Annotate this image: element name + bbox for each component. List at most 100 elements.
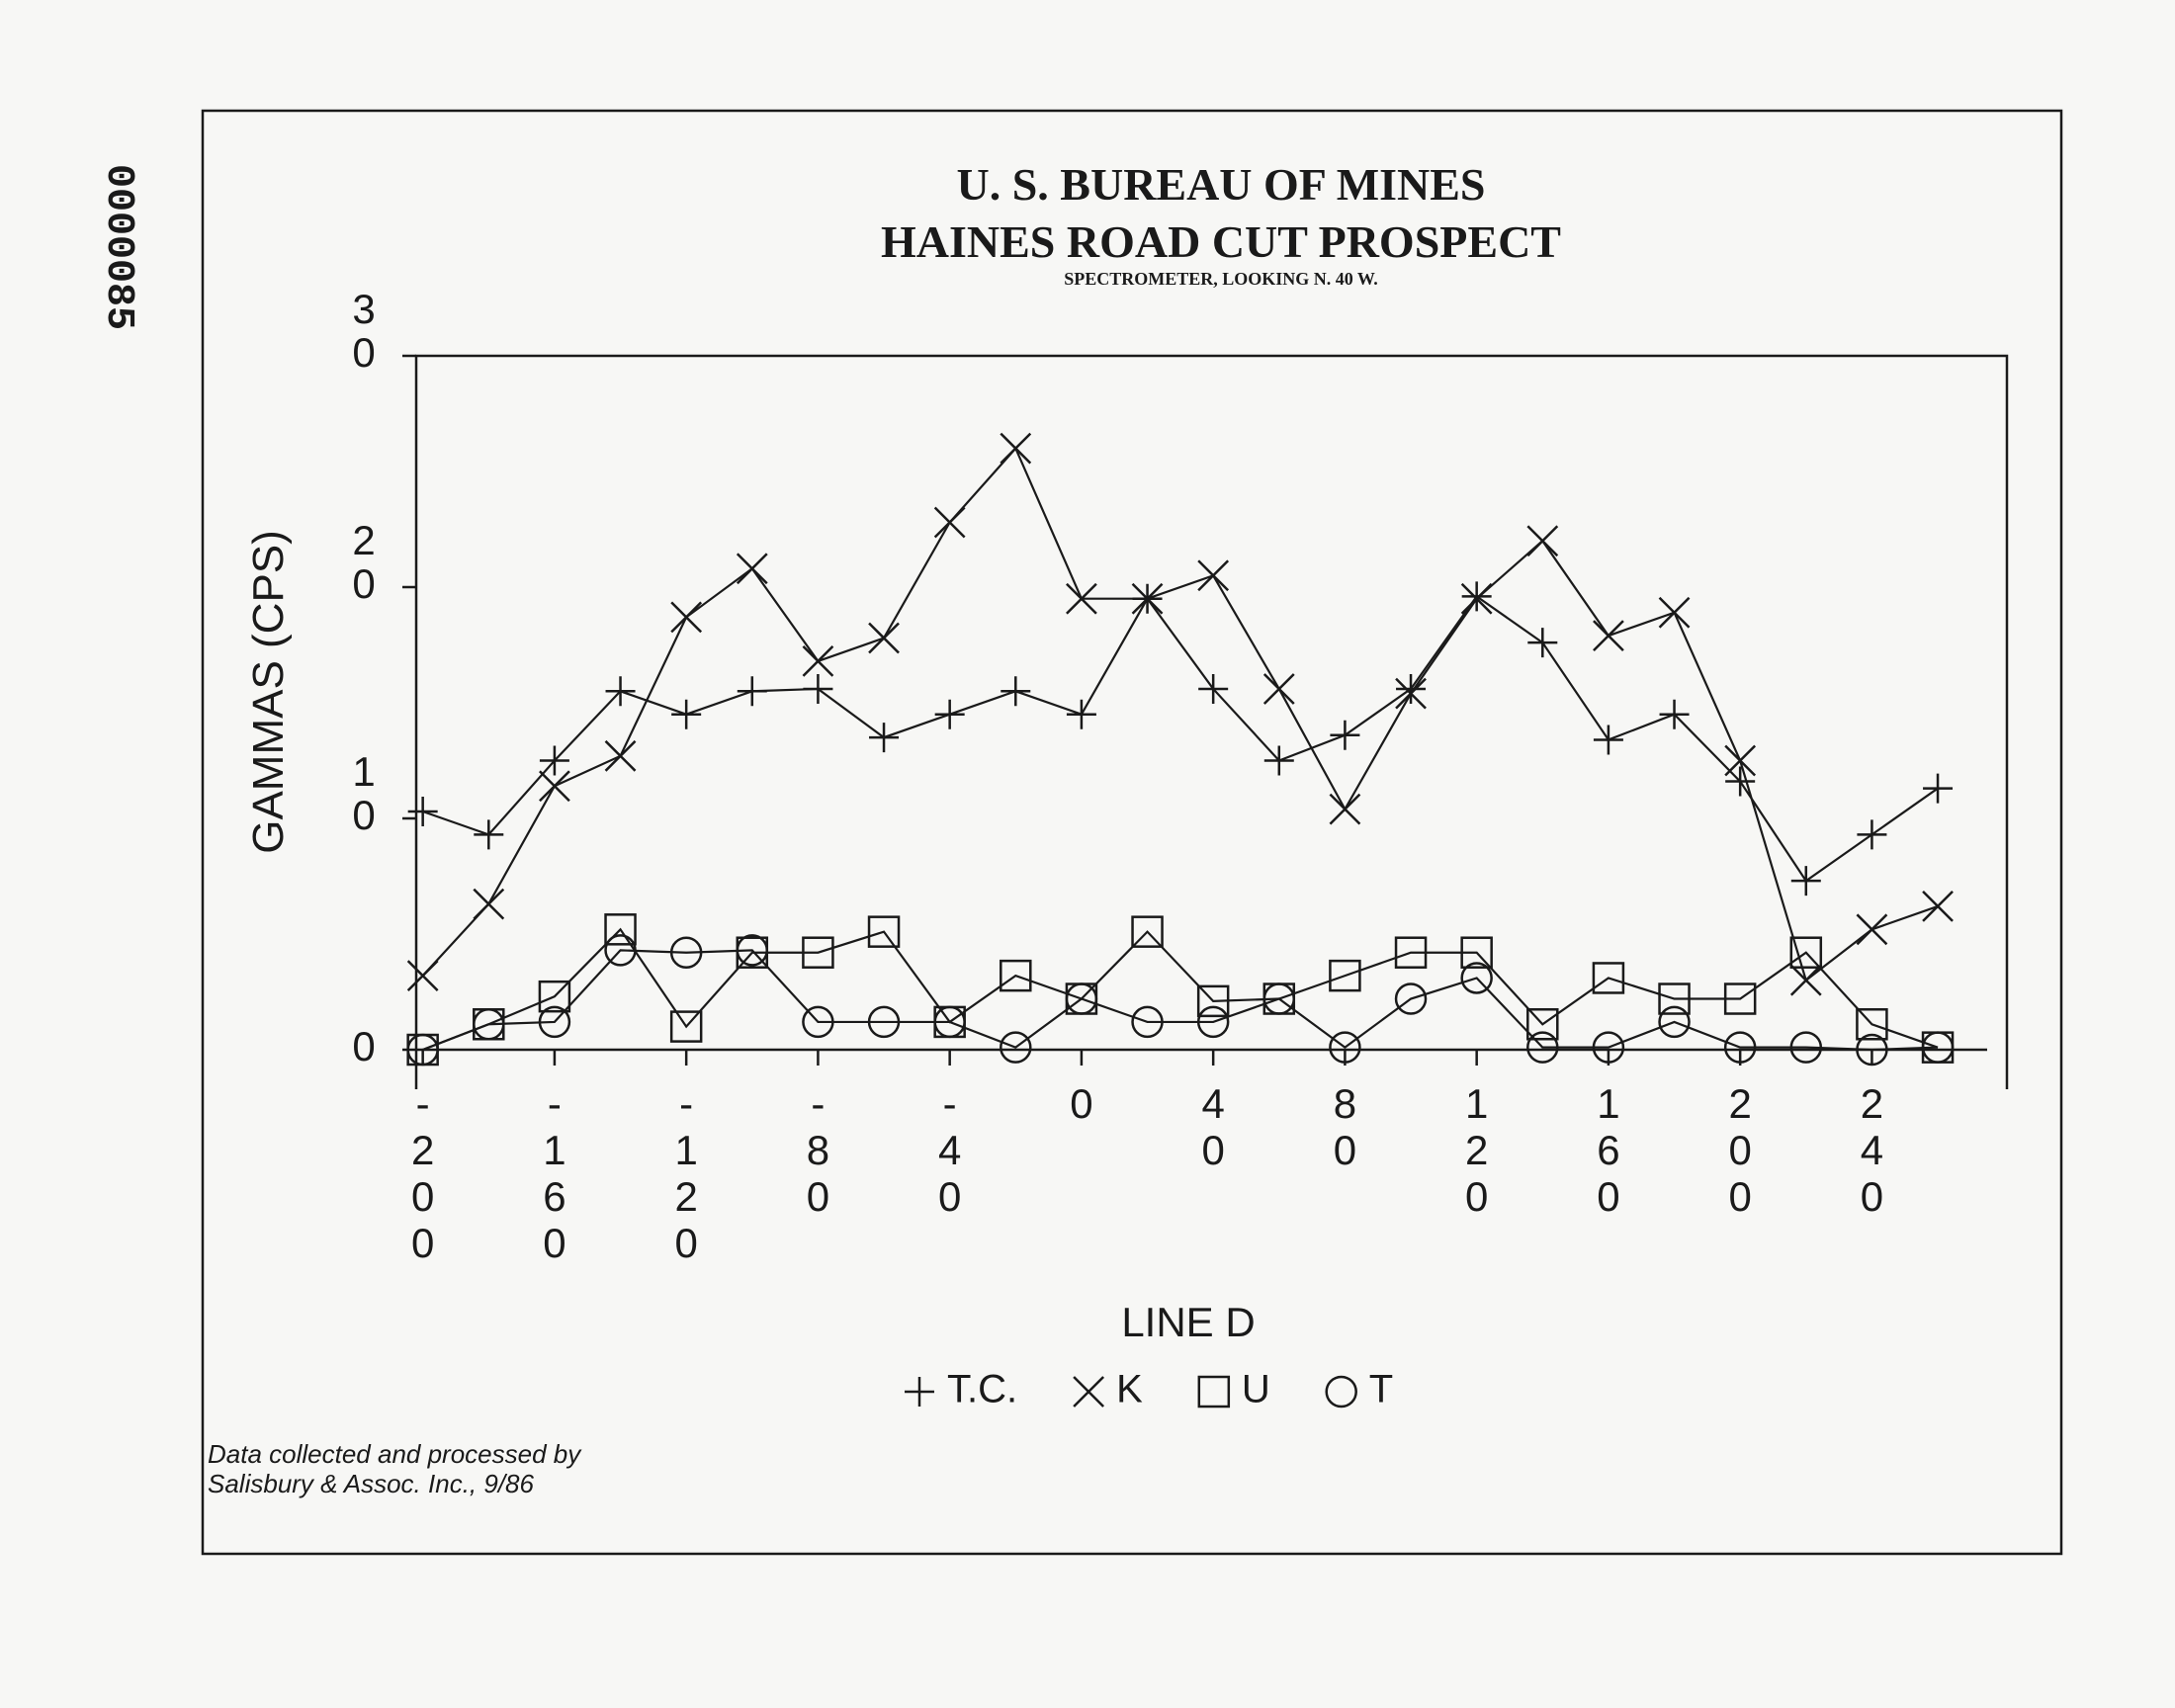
outer-frame [201, 109, 2063, 1556]
marker-x [802, 644, 834, 677]
note-line: Salisbury & Assoc. Inc., 9/86 [208, 1469, 535, 1498]
marker-plus [869, 723, 900, 753]
marker-x [406, 960, 439, 992]
y-axis-label: GAMMAS (CPS) [244, 530, 293, 854]
marker-circle [1592, 1031, 1625, 1064]
marker-square [802, 936, 834, 969]
marker-x [1789, 964, 1822, 996]
x-tick-label: 0 [1070, 1080, 1092, 1127]
marker-x [670, 601, 703, 634]
marker-plus [1527, 628, 1558, 658]
marker-circle [473, 1008, 505, 1041]
y-tick-label: 0 [352, 1023, 375, 1069]
x-tick-label: -2 0 0 [411, 1080, 434, 1266]
marker-circle [1131, 1005, 1164, 1039]
marker-circle [669, 936, 703, 969]
legend-label: T [1369, 1368, 1393, 1411]
marker-circle [1723, 1031, 1757, 1064]
marker-plus [1461, 581, 1492, 612]
marker-plus [671, 699, 702, 729]
marker-x [1724, 744, 1757, 777]
marker-square [1460, 936, 1493, 969]
marker-x [539, 770, 570, 803]
marker-x [473, 888, 505, 920]
marker-square [538, 980, 571, 1013]
x-tick-label: -1 2 0 [674, 1080, 697, 1266]
marker-circle [1394, 982, 1428, 1015]
marker-x [1526, 525, 1559, 557]
marker-circle [1526, 1031, 1559, 1064]
legend-marker [1073, 1376, 1105, 1408]
legend-label: T.C. [947, 1368, 1017, 1411]
marker-plus [1000, 676, 1031, 707]
x-axis-label: LINE D [1121, 1299, 1255, 1345]
page-stamp: 0000085 [96, 164, 140, 330]
marker-circle [1000, 1031, 1032, 1064]
marker-circle [867, 1005, 901, 1039]
marker-plus [1790, 866, 1821, 897]
legend-marker [1197, 1375, 1231, 1409]
marker-x [1262, 673, 1295, 705]
marker-x [1197, 559, 1230, 592]
legend-marker [905, 1377, 934, 1407]
marker-circle [1856, 1033, 1888, 1067]
marker-plus [1923, 773, 1954, 804]
legend-label: K [1116, 1368, 1143, 1411]
marker-square [1329, 959, 1361, 992]
marker-plus [1066, 699, 1096, 729]
marker-square [1723, 982, 1757, 1015]
marker-x [736, 553, 768, 585]
marker-plus [1659, 699, 1690, 729]
marker-square [1789, 936, 1823, 969]
marker-square [1394, 936, 1428, 969]
chart-title: U. S. BUREAU OF MINES [956, 159, 1485, 210]
marker-circle [736, 934, 769, 967]
x-tick-label: -4 0 [938, 1080, 961, 1220]
marker-x [1593, 620, 1624, 652]
marker-plus [1198, 673, 1229, 704]
marker-plus [1263, 745, 1294, 776]
marker-circle [1460, 962, 1493, 994]
chart-annotation: SPECTROMETER, LOOKING N. 40 W. [1064, 269, 1378, 289]
marker-plus [737, 676, 767, 707]
marker-plus [803, 673, 833, 704]
marker-circle [406, 1033, 439, 1067]
series-line [422, 927, 1939, 1052]
series-line [422, 949, 1939, 1052]
marker-square [669, 1010, 703, 1043]
marker-plus [934, 699, 965, 729]
marker-square [1196, 984, 1230, 1018]
marker-square [1592, 962, 1625, 994]
marker-plus [1593, 725, 1623, 755]
marker-plus [1330, 720, 1360, 750]
legend-label: U [1242, 1368, 1270, 1411]
note-line: Data collected and processed by [208, 1439, 582, 1469]
marker-x [1066, 582, 1097, 615]
marker-x [1131, 582, 1164, 615]
legend-marker [1325, 1375, 1357, 1409]
x-tick-label: -1 6 0 [543, 1080, 566, 1266]
marker-square [1000, 959, 1032, 992]
marker-square [1658, 982, 1691, 1015]
marker-plus [407, 796, 438, 826]
marker-x [933, 506, 966, 539]
marker-plus [539, 745, 569, 776]
marker-circle [933, 1005, 966, 1039]
marker-circle [604, 934, 637, 967]
marker-circle [1065, 982, 1098, 1015]
marker-circle [1329, 1031, 1361, 1064]
marker-x [1856, 913, 1888, 946]
marker-circle [1789, 1031, 1823, 1064]
plot-frame [414, 354, 2009, 1089]
